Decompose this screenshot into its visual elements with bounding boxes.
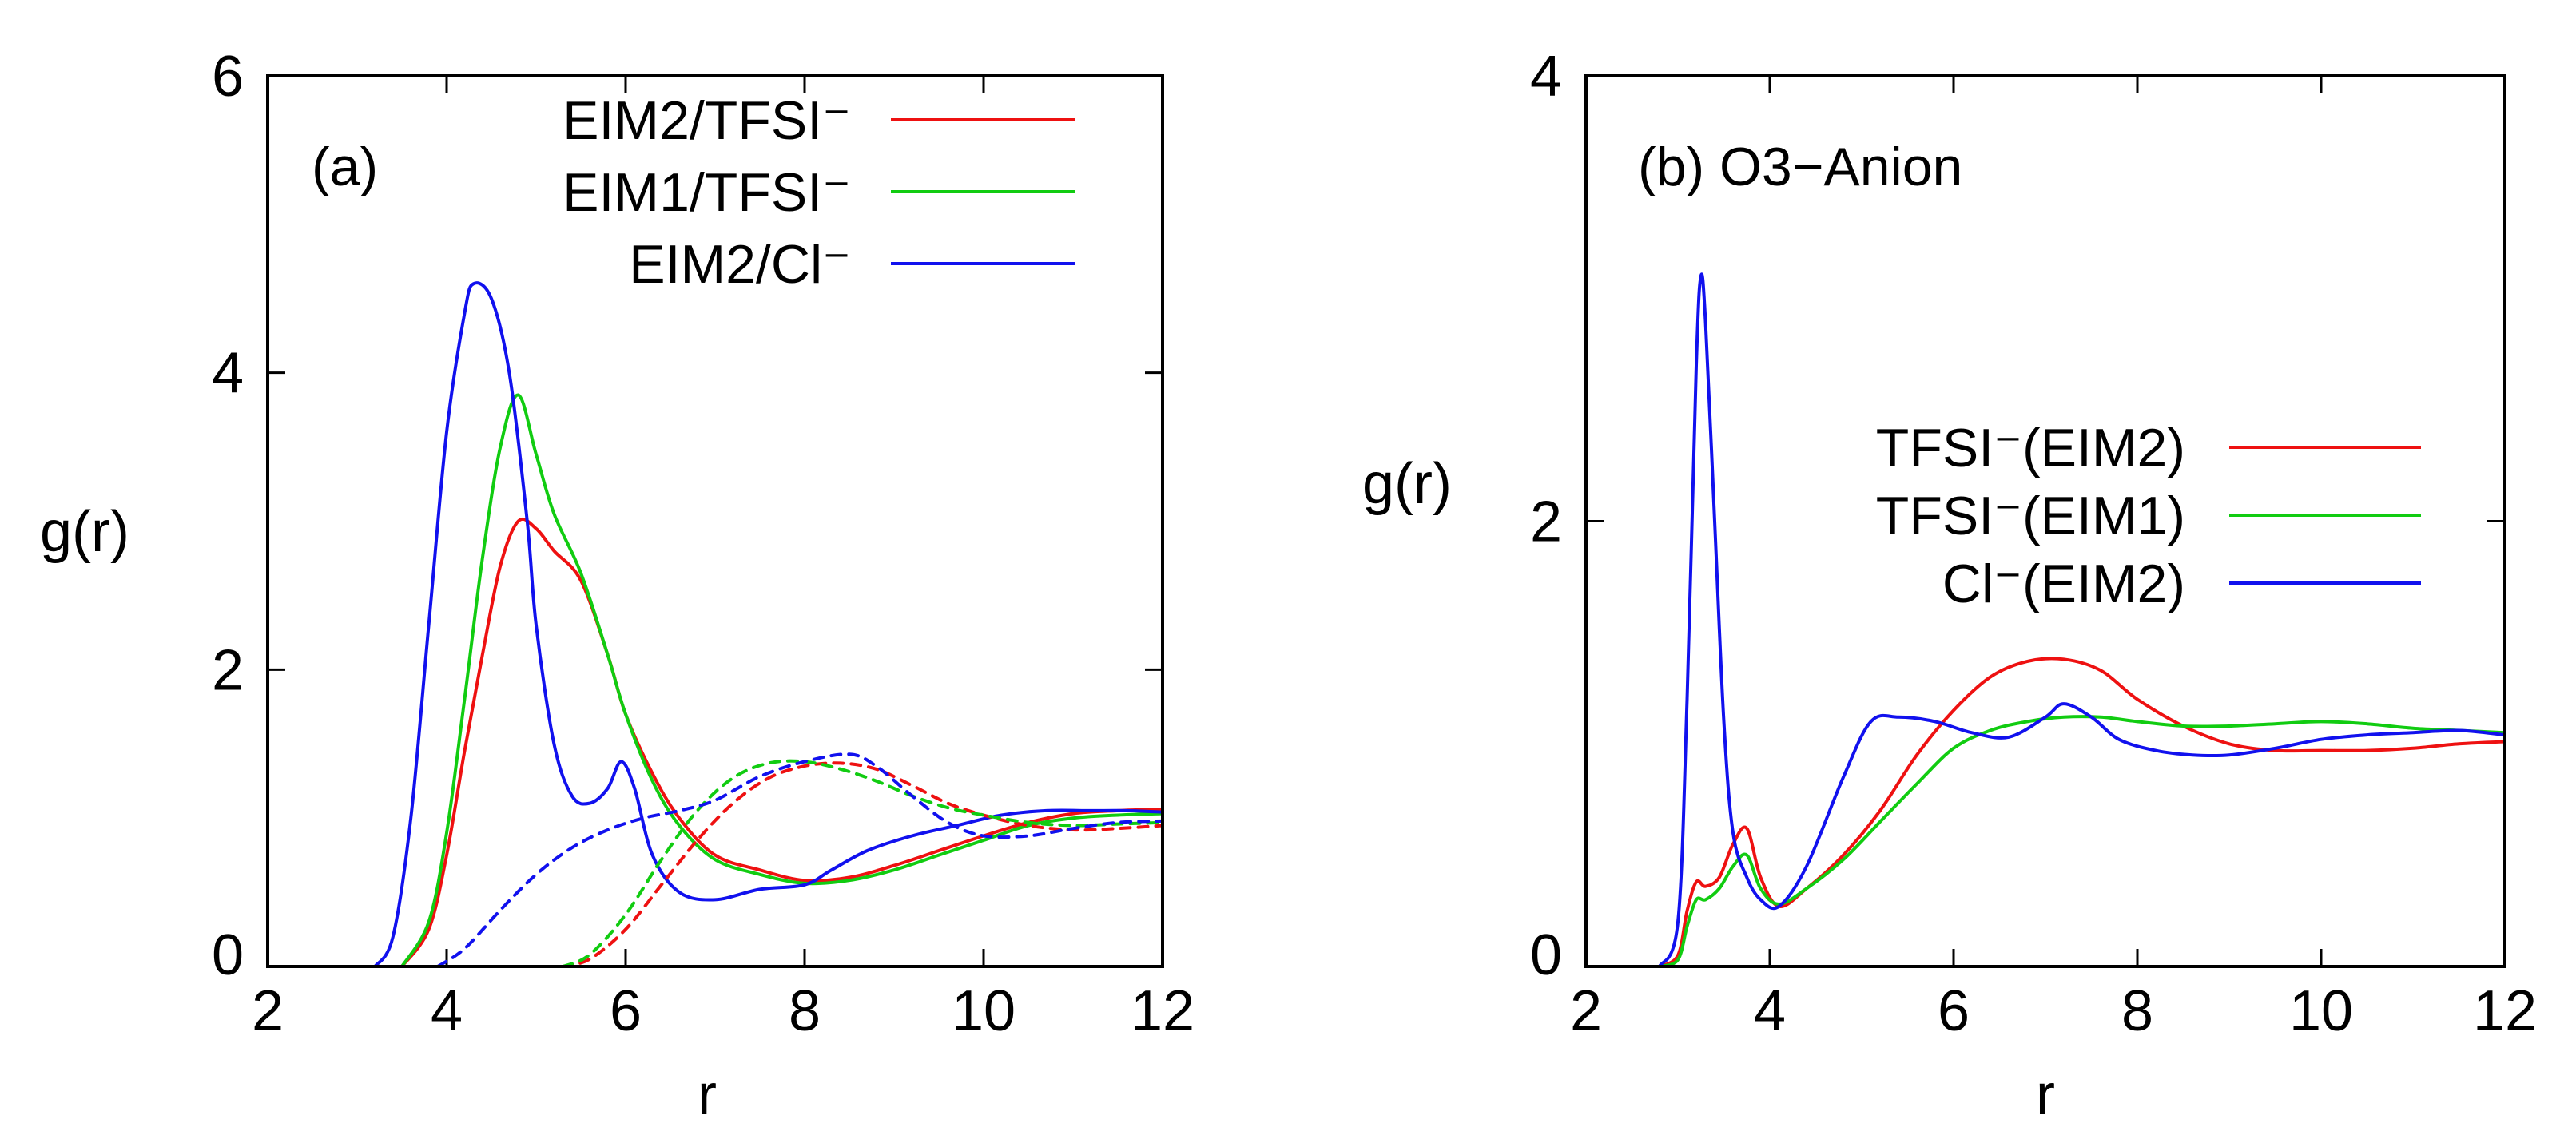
panel-b-legend-label: Cl⁻(EIM2) — [1942, 554, 2185, 614]
panel-b-xtick-label: 8 — [2121, 979, 2153, 1043]
panel-b-series-line-0 — [1658, 657, 2505, 966]
panel-a-xtick-label: 6 — [610, 979, 642, 1043]
panel-a-label: (a) — [312, 137, 378, 197]
panel-a-xtick-label: 8 — [789, 979, 821, 1043]
panel-a-legend-label: EIM2/TFSI⁻ — [563, 90, 851, 151]
panel-b-xtick-label: 10 — [2289, 979, 2353, 1043]
panel-b-series-group — [1658, 272, 2505, 966]
panel-b-xlabel: r — [2036, 1063, 2055, 1127]
panel-a-xtick-label: 10 — [952, 979, 1016, 1043]
panel-b-series-line-1 — [1658, 715, 2505, 966]
panel-a-ytick-label: 0 — [212, 923, 244, 987]
panel-a-ylabel: g(r) — [40, 500, 129, 564]
panel-b-frame — [1584, 74, 2506, 968]
panel-a-series — [373, 281, 1163, 966]
panel-a-xtick-label: 2 — [252, 979, 284, 1043]
panel-a-series-line-dashed-3 — [561, 761, 1163, 966]
panel-b-ylabel: g(r) — [1362, 452, 1452, 516]
panel-a-ytick-label: 6 — [212, 45, 244, 109]
panel-a-legend-label: EIM2/Cl⁻ — [629, 234, 851, 295]
panel-b-xtick-label: 4 — [1754, 979, 1786, 1043]
panel-a-legend-label: EIM1/TFSI⁻ — [563, 162, 851, 223]
panel-a-xtick-label: 12 — [1131, 979, 1195, 1043]
panel-a-ytick-label: 4 — [212, 342, 244, 406]
panel-a-series-line-1 — [400, 393, 1163, 966]
panel-a-series-line-2 — [373, 281, 1163, 966]
panel-b-ytick-label: 0 — [1530, 923, 1562, 987]
panel-b-series-line-2 — [1658, 272, 2505, 966]
panel-b-xtick-label: 2 — [1570, 979, 1602, 1043]
panel-b-series — [1658, 272, 2505, 966]
panel-b-xtick-label: 12 — [2473, 979, 2537, 1043]
panel-b-ytick-label: 4 — [1530, 45, 1562, 109]
panel-a-xlabel: r — [698, 1063, 717, 1127]
panel-a-ytick-label: 2 — [212, 638, 244, 702]
panel-b-ytick-label: 2 — [1530, 490, 1562, 554]
panel-a-series-group — [373, 281, 1163, 966]
panel-b-xtick-label: 6 — [1938, 979, 1970, 1043]
panel-a-series-line-dashed-5 — [435, 752, 1163, 966]
panel-b-legend-label: TFSI⁻(EIM2) — [1876, 418, 2185, 478]
panel-a-frame — [266, 74, 1164, 968]
panel-b-legend-label: TFSI⁻(EIM1) — [1876, 486, 2185, 546]
panel-b-label: (b) O3−Anion — [1638, 137, 1962, 197]
panel-b-legend: TFSI⁻(EIM2) TFSI⁻(EIM1) Cl⁻(EIM2) — [1876, 418, 2421, 614]
panel-a-legend: EIM2/TFSI⁻ EIM1/TFSI⁻ EIM2/Cl⁻ — [563, 90, 1075, 295]
panel-a-xtick-label: 4 — [431, 979, 463, 1043]
